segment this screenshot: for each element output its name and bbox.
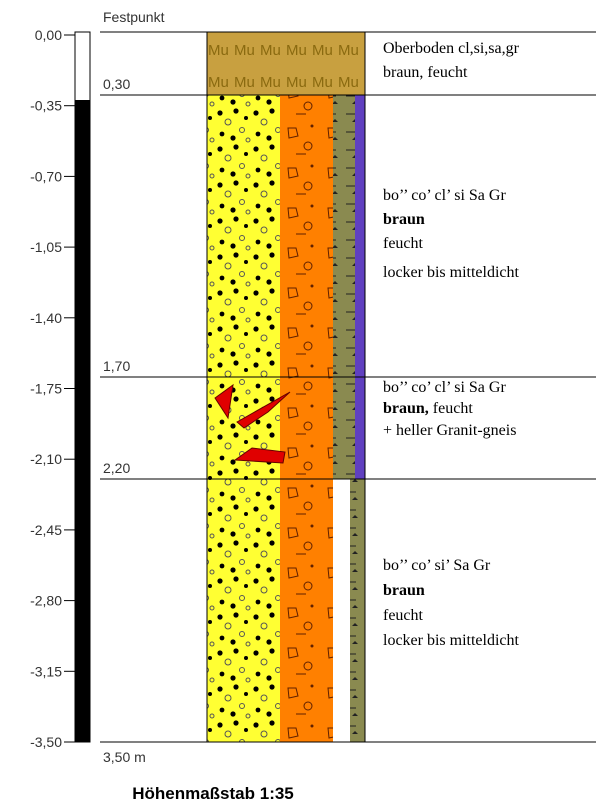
description: feucht — [383, 607, 424, 624]
description: + heller Granit-gneis — [383, 422, 516, 439]
topsoil-symbol: Mu — [312, 42, 333, 59]
topsoil-symbol: Mu — [286, 42, 307, 59]
scale-label: 0,00 — [35, 27, 62, 43]
topsoil-symbol: Mu — [338, 74, 359, 91]
depth-label: 1,70 — [103, 358, 130, 374]
description: feucht — [383, 235, 424, 252]
silt-column-lower — [350, 479, 365, 742]
topsoil-symbol: Mu — [208, 42, 229, 59]
description: Oberboden cl,si,sa,gr — [383, 40, 520, 57]
description: bo’’ co’ si’ Sa Gr — [383, 557, 491, 574]
cobble-column — [280, 95, 333, 742]
description: bo’’ co’ cl’ si Sa Gr — [383, 187, 506, 204]
topsoil-symbol: Mu — [260, 42, 281, 59]
scale-label: -3,50 — [30, 734, 62, 750]
granite-inclusions — [214, 383, 291, 464]
scale-label: -2,10 — [30, 451, 62, 467]
scale-label: -3,15 — [30, 663, 62, 679]
description: braun, feucht — [383, 400, 473, 417]
topsoil-symbol: Mu — [286, 74, 307, 91]
topsoil-symbol: Mu — [260, 74, 281, 91]
scale-label: -2,80 — [30, 593, 62, 609]
footer: Höhenmaßstab 1:35 — [132, 784, 294, 803]
topsoil-symbol: Mu — [234, 74, 255, 91]
scale-label: -0,35 — [30, 98, 62, 114]
reference-label: Festpunkt — [103, 9, 165, 25]
depth-label: 2,20 — [103, 460, 130, 476]
topsoil-symbol: Mu — [312, 74, 333, 91]
scale-label: -0,70 — [30, 168, 62, 184]
clay-column — [355, 95, 365, 479]
topsoil-symbol: Mu — [234, 42, 255, 59]
scale-label: -1,75 — [30, 381, 62, 397]
topsoil-symbol: Mu — [208, 74, 229, 91]
topsoil — [207, 32, 365, 95]
silt-column — [333, 95, 355, 479]
description-part: feucht — [433, 400, 474, 417]
depth-label: 3,50 m — [103, 749, 146, 765]
depth-label: 0,30 — [103, 76, 130, 92]
description: braun — [383, 211, 425, 228]
scale-bar-fill — [75, 100, 90, 742]
scale-label: -1,05 — [30, 239, 62, 255]
description: braun — [383, 582, 425, 599]
description: bo’’ co’ cl’ si Sa Gr — [383, 379, 506, 396]
description: locker bis mitteldicht — [383, 632, 520, 649]
topsoil-symbol: Mu — [338, 42, 359, 59]
scale-label: -2,45 — [30, 522, 62, 538]
description-bold: braun, — [383, 400, 429, 417]
scale-label: -1,40 — [30, 310, 62, 326]
description: braun, feucht — [383, 64, 468, 81]
description: locker bis mitteldicht — [383, 264, 520, 281]
